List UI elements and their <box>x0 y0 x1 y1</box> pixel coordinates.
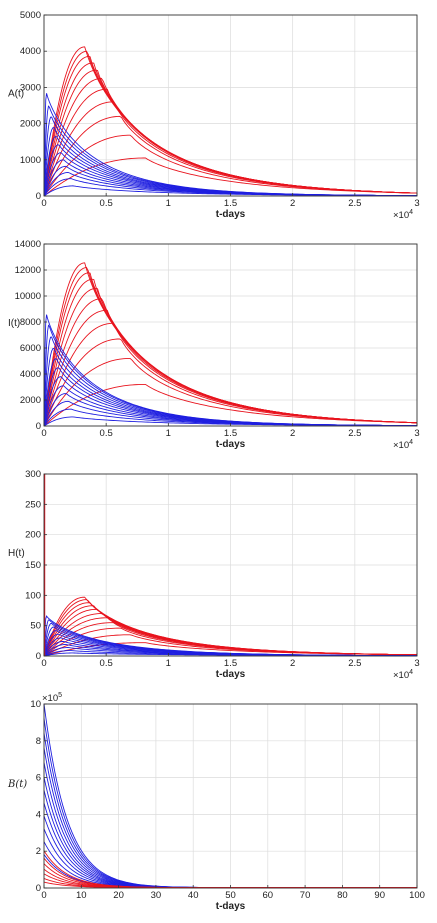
panel-h-x-axis-label: t-days <box>216 669 246 680</box>
panel-b: 0 10 20 30 40 50 60 70 80 90 100 0 2 4 6 8 10 B(t) t-day… <box>7 692 425 912</box>
panel-a-x-exponent: ×104 <box>393 209 413 221</box>
panel-a-curves <box>43 46 418 197</box>
y-tick-label: 10 <box>30 699 41 710</box>
y-tick-label: 0 <box>36 191 41 202</box>
y-tick-label: 2000 <box>20 395 41 406</box>
x-tick-label: 20 <box>113 890 124 901</box>
x-tick-label: 80 <box>337 890 348 901</box>
y-tick-label: 6000 <box>20 343 41 354</box>
red-curve <box>43 46 418 197</box>
panel-h-tick-labels: 0 0.5 1 1.5 2 2.5 3 0 50 100 150 200 250 300 <box>25 469 420 669</box>
y-tick-label: 250 <box>25 499 41 510</box>
panel-i-x-axis-label: t-days <box>216 439 246 450</box>
y-tick-label: 5000 <box>20 10 41 21</box>
y-tick-label: 1000 <box>20 155 41 166</box>
x-tick-label: 1 <box>166 198 171 209</box>
y-tick-label: 0 <box>36 421 41 432</box>
x-tick-label: 1.5 <box>224 658 237 669</box>
x-tick-label: 0 <box>41 658 46 669</box>
x-tick-label: 90 <box>374 890 385 901</box>
panel-h-curves <box>43 474 418 657</box>
x-tick-label: 2.5 <box>348 658 361 669</box>
x-tick-label: 2.5 <box>348 198 361 209</box>
panel-i-curves <box>43 262 418 427</box>
x-tick-label: 0.5 <box>100 658 113 669</box>
x-tick-label: 3 <box>414 198 419 209</box>
panel-i-tick-labels: 0 0.5 1 1.5 2 2.5 3 0 2000 4000 6000 8000 10000 12000… <box>15 239 420 439</box>
red-curve <box>43 596 418 657</box>
x-tick-label: 1.5 <box>224 198 237 209</box>
x-tick-label: 1 <box>166 428 171 439</box>
x-tick-label: 0 <box>41 428 46 439</box>
panel-h-y-axis-label: H(t) <box>8 548 25 559</box>
x-tick-label: 3 <box>414 428 419 439</box>
y-tick-label: 10000 <box>15 291 41 302</box>
x-tick-label: 60 <box>263 890 274 901</box>
y-tick-label: 0 <box>36 883 41 894</box>
x-tick-label: 100 <box>409 890 425 901</box>
panel-a-y-axis-label: A(t) <box>8 88 24 99</box>
blue-curve <box>43 416 418 427</box>
y-tick-label: 12000 <box>15 265 41 276</box>
x-tick-label: 2 <box>290 198 295 209</box>
panel-a-x-axis-label: t-days <box>216 209 246 220</box>
panel-i-y-axis-label: I(t) <box>8 318 20 329</box>
x-tick-label: 3 <box>414 658 419 669</box>
y-tick-label: 8 <box>36 736 41 747</box>
y-tick-label: 2 <box>36 846 41 857</box>
panel-i-x-exponent: ×104 <box>393 439 413 451</box>
x-tick-label: 70 <box>300 890 311 901</box>
red-curve <box>43 262 418 427</box>
y-tick-label: 100 <box>25 590 41 601</box>
y-tick-label: 4000 <box>20 46 41 57</box>
panel-b-y-exponent: ×105 <box>42 692 62 704</box>
x-tick-label: 2 <box>290 658 295 669</box>
red-curve <box>43 383 418 427</box>
y-tick-label: 3000 <box>20 82 41 93</box>
y-tick-label: 0 <box>36 651 41 662</box>
panel-h-x-exponent: ×104 <box>393 669 413 681</box>
y-tick-label: 150 <box>25 560 41 571</box>
panel-b-y-axis-label: B(t) <box>7 779 27 790</box>
x-tick-label: 1.5 <box>224 428 237 439</box>
y-tick-label: 4000 <box>20 369 41 380</box>
y-tick-label: 8000 <box>20 317 41 328</box>
x-tick-label: 0.5 <box>100 428 113 439</box>
x-tick-label: 0 <box>41 198 46 209</box>
panel-i: 0 0.5 1 1.5 2 2.5 3 0 2000 4000 6000 8000 10000 12000… <box>8 239 420 451</box>
x-tick-label: 1 <box>166 658 171 669</box>
y-tick-label: 300 <box>25 469 41 480</box>
panel-b-tick-labels: 0 10 20 30 40 50 60 70 80 90 100 0 2 4 6 8 10 <box>30 699 425 901</box>
x-tick-label: 30 <box>151 890 162 901</box>
x-tick-label: 2 <box>290 428 295 439</box>
x-tick-label: 0 <box>41 890 46 901</box>
x-tick-label: 0.5 <box>100 198 113 209</box>
red-curve <box>43 157 418 197</box>
x-tick-label: 50 <box>225 890 236 901</box>
panel-a-tick-labels: 0 0.5 1 1.5 2 2.5 3 0 1000 2000 3000 4000 5000 <box>20 10 420 209</box>
x-tick-label: 2.5 <box>348 428 361 439</box>
y-tick-label: 6 <box>36 773 41 784</box>
y-tick-label: 2000 <box>20 119 41 130</box>
panel-b-x-axis-label: t-days <box>216 901 246 912</box>
blue-curve <box>43 652 418 657</box>
x-tick-label: 10 <box>76 890 87 901</box>
panel-h: 0 0.5 1 1.5 2 2.5 3 0 50 100 150 200 250 300 H(t) t-d… <box>8 469 420 681</box>
y-tick-label: 14000 <box>15 239 41 250</box>
y-tick-label: 50 <box>30 621 41 632</box>
y-tick-label: 200 <box>25 530 41 541</box>
x-tick-label: 40 <box>188 890 199 901</box>
y-tick-label: 4 <box>36 809 41 820</box>
blue-curve <box>43 185 418 197</box>
